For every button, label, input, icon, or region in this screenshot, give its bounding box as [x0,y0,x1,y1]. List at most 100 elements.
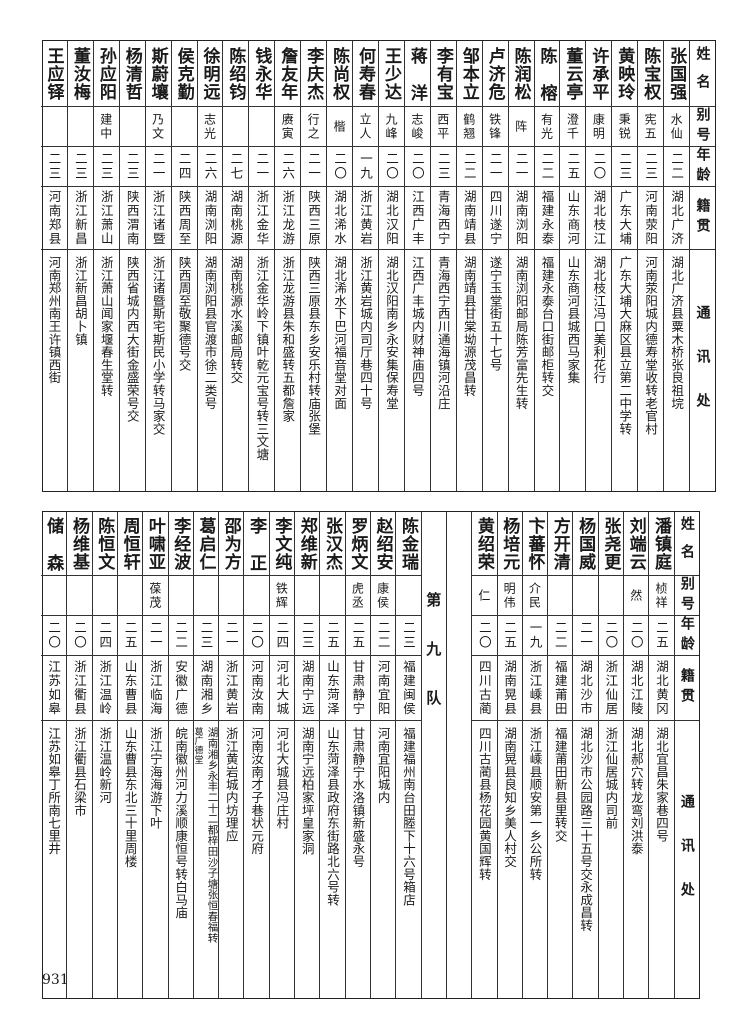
alias-cell: 有光 [534,106,560,146]
alias-text: 康侯 [375,581,390,610]
native-cell: 浙江仙居 [598,655,624,720]
alias-cell: 澄千 [560,106,586,146]
age-cell: 二三 [193,615,219,655]
age-cell: 二三 [93,146,119,186]
name-text: 陈绍钧 [225,46,246,101]
person-column: 李经波 二二 安徽广德 皖南徽州河力溪顺康恒号转白马庙 [167,512,193,998]
age-text: 二六 [202,152,218,181]
address-text: 山东菏泽县政府东街路北六号转 [325,727,341,907]
native-cell: 陕西周至 [171,186,197,249]
age-text: 二六 [280,152,296,181]
address-text: 浙江温岭新河 [97,727,113,804]
native-cell: 湖南浏阳 [508,186,534,249]
alias-text: 仁 [476,588,491,603]
alias-text: 乃文 [150,112,165,141]
header-name-cell: 姓名 [675,512,699,575]
name-cell: 葛启仁 [194,512,218,575]
alias-text: 立人 [358,112,373,141]
alias-text: 铁锋 [487,112,502,141]
team-label: 第九队 [422,512,446,998]
alias-text: 九峰 [383,112,398,141]
header-age-label: 年龄 [678,615,695,656]
person-column: 陈金瑞 二三 福建闽侯 福建福州南台田塍下十六号箱店 [395,512,421,998]
name-cell: 卞蕃怀 [523,512,547,575]
age-text: 二三 [46,152,62,181]
alias-text: 明伟 [502,581,517,610]
native-text: 浙江嵊县 [527,660,543,716]
age-text: 二一 [223,621,239,650]
address-cell: 浙江新昌胡卜镇 [67,249,93,491]
age-cell: 二五 [117,615,143,655]
age-text: 二〇 [591,152,607,181]
age-cell: 二五 [649,615,674,655]
native-cell: 山东菏泽 [320,655,345,720]
age-cell: 二二 [168,615,193,655]
address-cell: 浙江嵊县顺安第一乡公所转 [522,720,548,998]
native-text: 浙江诸暨 [150,190,166,246]
address-text: 河南宜阳城内 [375,727,391,804]
age-text: 二二 [669,152,685,181]
age-text: 二一 [147,621,163,650]
age-text: 二三 [198,621,214,650]
address-cell: 浙江龙游县朱和盛转五都詹家 [275,249,301,491]
native-cell: 湖南晃县 [497,655,522,720]
alias-cell [396,575,421,615]
person-column: 侯克勤 二四 陕西周至 陕西周至敬聚德号交 [170,41,197,491]
name-cell: 郑维新 [295,512,319,575]
age-text: 二〇 [383,152,399,181]
person-column: 邵为方 二一 浙江黄岩 浙江黄岩城内坊理应 [218,512,244,998]
name-text: 李有宝 [432,46,453,101]
native-text: 湖南湘乡 [198,660,214,716]
alias-cell [193,575,219,615]
header-native-cell: 籍贯 [674,655,699,720]
address-cell: 河南宜阳城内 [371,720,396,998]
alias-cell: 赓寅 [275,106,301,146]
address-text: 福建福州南台田塍下十六号箱店 [400,727,416,907]
header-native-label: 籍贯 [678,668,695,708]
age-cell: 二三 [430,146,456,186]
address-cell: 浙江宁海海游下叶 [143,720,168,998]
name-cell: 叶啸亚 [143,512,167,575]
name-cell: 陈榕 [535,41,560,121]
age-cell: 二四 [269,615,295,655]
age-text: 二五 [122,621,138,650]
native-cell: 安徽广德 [168,655,193,720]
name-cell: 陈金瑞 [396,512,420,575]
header-name-cell: 姓名 [690,41,715,106]
person-column: 陈榕 有光 二二 福建永泰 福建永泰台口街邮柜转交 [533,41,560,491]
native-text: 湖北沙市 [578,660,594,716]
address-cell: 湖北沙市公园路三十五号交永成昌转 [573,720,598,998]
address-cell: 江苏如皋丁所南七里井 [41,720,67,998]
person-column: 周恒轩 二五 山东曹县 山东曹县东北三十里周楼 [116,512,143,998]
person-column: 卢济危 铁锋 二一 四川遂宁 遂宁玉堂街五十七号 [481,41,508,491]
address-cell: 浙江衢县石梁市 [67,720,92,998]
address-cell: 湖南靖县甘棠坳源茂昌转 [456,249,482,491]
person-column: 王少达 九峰 二〇 湖北汉阳 湖北汉阳南乡永安集保寿堂 [378,41,404,491]
alias-text: 鹤翘 [461,112,476,141]
native-cell: 山东曹县 [117,655,143,720]
name-text: 刘端云 [625,516,646,571]
native-cell: 四川遂宁 [482,186,508,249]
native-text: 江苏如皋 [46,660,62,716]
team-label-text: 第九队 [424,592,443,739]
age-text: 二四 [176,152,192,181]
address-text: 陕西三原县东乡安乐村转庙张堡 [306,256,322,436]
native-text: 福建闽侯 [400,660,416,716]
age-cell: 二五 [345,615,370,655]
native-cell: 浙江黄岩 [353,186,378,249]
person-column: 储森 二〇 江苏如皋 江苏如皋丁所南七里井 [41,512,67,998]
address-cell: 浙江黄岩城内坊理应 [219,720,244,998]
address-cell: 河南荥阳城内德寿堂收转老官村 [638,249,664,491]
person-column: 董汝梅 二三 浙江新昌 浙江新昌胡卜镇 [66,41,93,491]
person-column: 罗炳文 虎丞 二五 甘肃静宁 甘肃静宁水洛镇新盛永号 [344,512,370,998]
name-cell: 蒋洋 [405,41,430,121]
name-text: 潘镇庭 [651,516,672,571]
native-text: 河南荥阳 [643,190,659,246]
name-text: 邵为方 [220,516,241,571]
alias-cell: 建中 [93,106,119,146]
person-column: 蒋洋 志峻 二〇 江西广丰 江西广丰城内财神庙四号 [403,41,430,491]
age-cell: 二二 [371,615,396,655]
native-cell: 福建莆田 [548,655,573,720]
person-column: 许承平 康明 二〇 湖北枝江 湖北枝江冯口美利花行 [585,41,612,491]
name-cell: 赵绍安 [371,512,395,575]
